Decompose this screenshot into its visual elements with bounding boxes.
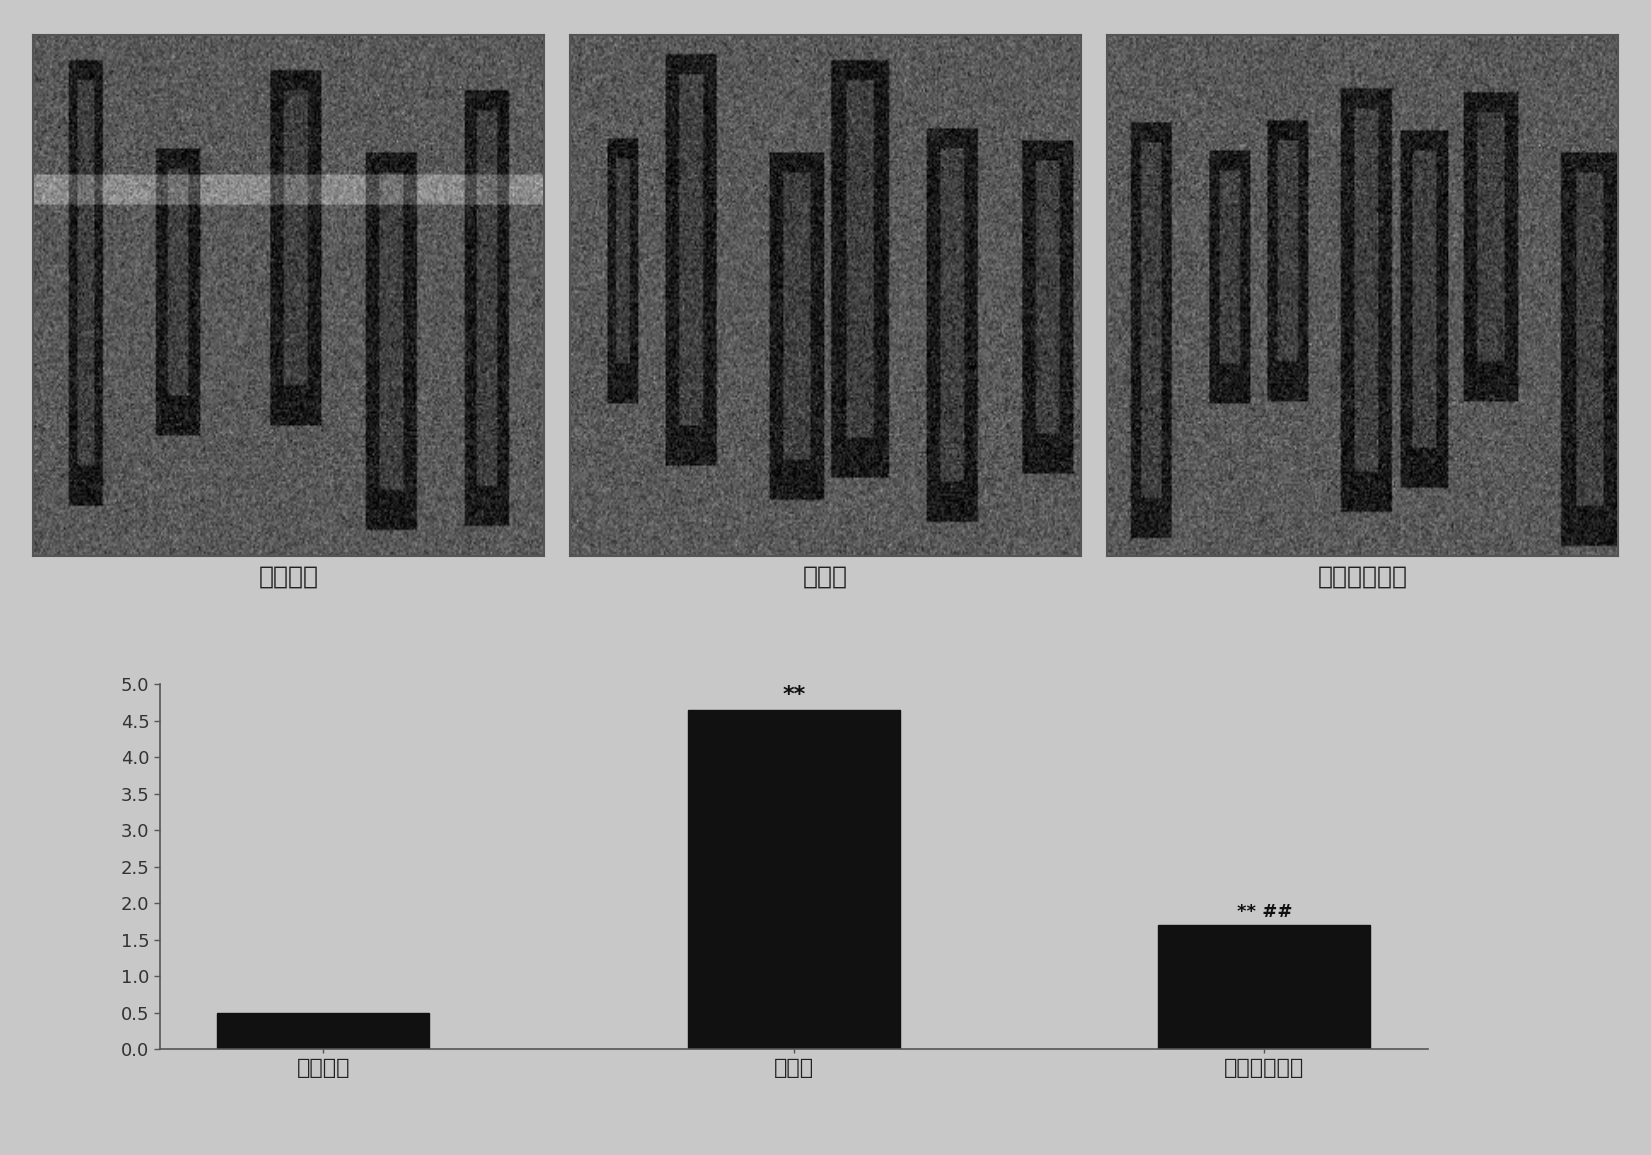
X-axis label: 对照组: 对照组	[802, 565, 849, 589]
Bar	[1159, 925, 1370, 1049]
Bar	[218, 1013, 429, 1049]
X-axis label: 假手术组: 假手术组	[259, 565, 319, 589]
Text: ** ##: ** ##	[1237, 903, 1293, 921]
X-axis label: 姜黄素治疗组: 姜黄素治疗组	[1317, 565, 1407, 589]
Text: **: **	[783, 685, 806, 706]
Bar	[688, 709, 900, 1049]
